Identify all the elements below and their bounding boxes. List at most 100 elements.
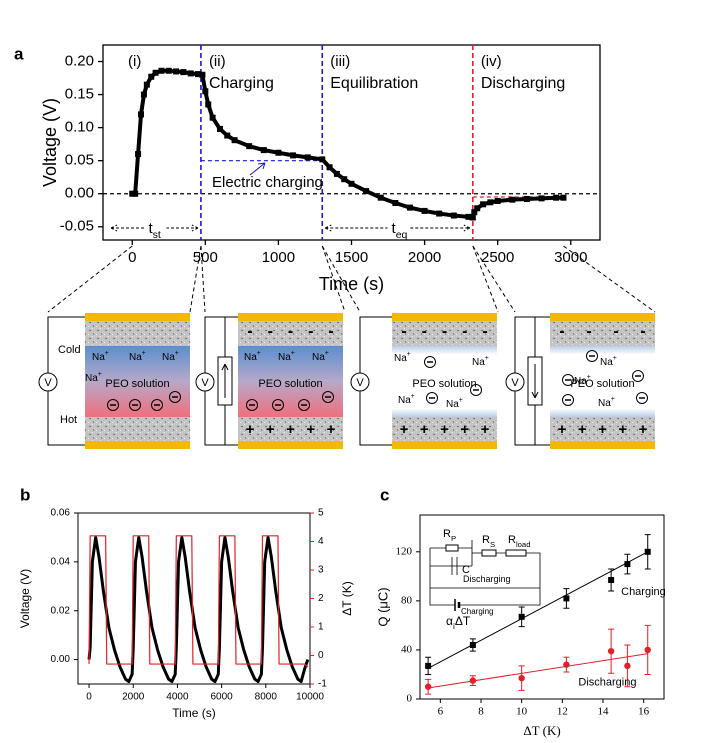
data-point	[471, 209, 478, 216]
cation-name: Na	[244, 352, 257, 363]
electrode	[550, 417, 655, 441]
cation-name: Na	[574, 376, 587, 387]
data-point	[518, 613, 525, 620]
electrolyte	[392, 346, 497, 417]
electrode	[238, 321, 343, 346]
connector	[472, 245, 499, 313]
x-tick-label: 1000	[262, 249, 295, 266]
connector	[321, 245, 346, 313]
anion	[169, 391, 181, 403]
cation-name: Na	[85, 373, 98, 384]
anion	[470, 384, 482, 396]
phase-label: (iii)	[330, 53, 350, 70]
voltmeter-label: V	[201, 377, 209, 389]
y-tick-label: 0.20	[65, 52, 94, 69]
electrode-charge: +	[420, 421, 429, 438]
label-subscript: S	[490, 540, 495, 549]
electrode-charge: +	[246, 421, 255, 438]
y-tick-label: 0.05	[65, 152, 94, 169]
data-point	[560, 194, 567, 201]
x-tick-label: 8000	[255, 692, 278, 703]
electrode	[392, 417, 497, 441]
data-point	[209, 114, 216, 121]
label: Rload	[508, 534, 531, 549]
cation: Na+	[472, 355, 489, 367]
connector	[321, 245, 361, 313]
anion	[298, 399, 310, 411]
data-point	[341, 176, 348, 183]
cation-charge: +	[407, 351, 411, 358]
y2-tick-label: -1	[318, 679, 327, 690]
voltmeter	[195, 372, 215, 392]
electrolyte-label: PEO solution	[570, 378, 634, 390]
inset-resistor	[445, 544, 459, 552]
cation: Na+	[574, 374, 591, 386]
y-tick-label: 120	[396, 545, 413, 557]
cation: Na+	[278, 350, 295, 362]
x-tick-label: 4000	[166, 692, 189, 703]
data-line	[88, 535, 309, 668]
x-tick-label: 14	[598, 706, 610, 718]
electrode-charge: +	[558, 421, 567, 438]
label: Charging	[461, 607, 493, 616]
data-point	[202, 88, 209, 95]
label-subscript: load	[516, 540, 531, 549]
cation-charge: +	[291, 350, 295, 357]
label-text: C	[462, 564, 470, 576]
data-point	[224, 132, 231, 139]
inset-resistor	[505, 549, 527, 557]
x-tick-label: 1500	[335, 249, 368, 266]
x-tick-label: 10	[516, 706, 528, 718]
data-point	[450, 212, 457, 219]
y-tick-label: 0.00	[51, 654, 71, 665]
data-point	[607, 647, 615, 655]
data-point	[231, 137, 238, 144]
phase-label: (ii)	[209, 53, 226, 70]
electrode-charge: +	[327, 421, 336, 438]
cation: Na+	[129, 350, 146, 362]
cation: Na+	[394, 351, 411, 363]
data-point	[140, 91, 147, 98]
cation: Na+	[162, 350, 179, 362]
data-point	[260, 147, 267, 154]
electrode-charge: -	[613, 323, 618, 340]
cation-charge: +	[587, 374, 591, 381]
data-point	[216, 125, 223, 132]
data-point	[152, 69, 159, 76]
y-axis-title: Q (μC)	[375, 587, 390, 626]
data-point	[563, 595, 570, 602]
x-tick-label: 12	[557, 706, 568, 718]
y-axis-title: Voltage (V)	[40, 98, 60, 187]
data-point	[644, 646, 651, 654]
y2-tick-label: 3	[318, 565, 324, 576]
cation-name: Na	[446, 399, 459, 410]
data-point	[246, 143, 253, 150]
data-point	[333, 170, 340, 177]
cation-charge: +	[411, 393, 415, 400]
data-point	[469, 214, 476, 221]
electrolyte-label: PEO solution	[412, 378, 476, 390]
data-point	[474, 205, 481, 212]
label-text: t	[148, 220, 153, 237]
label-text: Discharging	[463, 574, 511, 584]
data-point	[348, 180, 355, 187]
y2-tick-label: 0	[318, 650, 324, 661]
y-tick-label: 0	[407, 693, 413, 705]
electrode-gold	[85, 441, 190, 449]
electrode-charge: +	[639, 421, 648, 438]
connector	[47, 245, 133, 313]
x-tick-label: 10000	[296, 692, 324, 703]
data-point	[487, 199, 494, 206]
y2-tick-label: 5	[318, 508, 324, 519]
cation-charge: +	[257, 350, 261, 357]
data-point	[319, 156, 326, 163]
y2-tick-label: 4	[318, 536, 324, 547]
label: Discharging	[463, 574, 511, 584]
label-after: ΔT	[455, 614, 471, 628]
cation-name: Na	[92, 352, 105, 363]
data-point	[148, 73, 155, 80]
data-point	[624, 662, 631, 670]
data-point	[608, 577, 615, 584]
anion	[107, 399, 119, 411]
annotation: Electric charging	[212, 174, 323, 191]
